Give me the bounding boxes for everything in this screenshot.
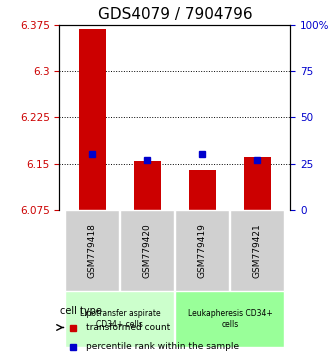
Text: Lipotransfer aspirate
CD34+ cells: Lipotransfer aspirate CD34+ cells [80, 309, 160, 329]
Title: GDS4079 / 7904796: GDS4079 / 7904796 [98, 7, 252, 22]
Text: percentile rank within the sample: percentile rank within the sample [86, 342, 239, 352]
Bar [189, 170, 216, 210]
FancyBboxPatch shape [230, 210, 284, 291]
Text: GSM779420: GSM779420 [143, 223, 152, 278]
Bar [244, 158, 271, 210]
FancyBboxPatch shape [65, 210, 119, 291]
FancyBboxPatch shape [65, 291, 174, 347]
FancyBboxPatch shape [176, 210, 229, 291]
Text: Leukapheresis CD34+
cells: Leukapheresis CD34+ cells [187, 309, 272, 329]
Text: transformed count: transformed count [86, 323, 170, 332]
Text: GSM779419: GSM779419 [198, 223, 207, 278]
Text: GSM779421: GSM779421 [253, 223, 262, 278]
Bar [79, 29, 106, 210]
Text: GSM779418: GSM779418 [88, 223, 97, 278]
Text: cell type: cell type [60, 306, 102, 316]
FancyBboxPatch shape [176, 291, 284, 347]
Bar [134, 161, 161, 210]
FancyBboxPatch shape [120, 210, 174, 291]
